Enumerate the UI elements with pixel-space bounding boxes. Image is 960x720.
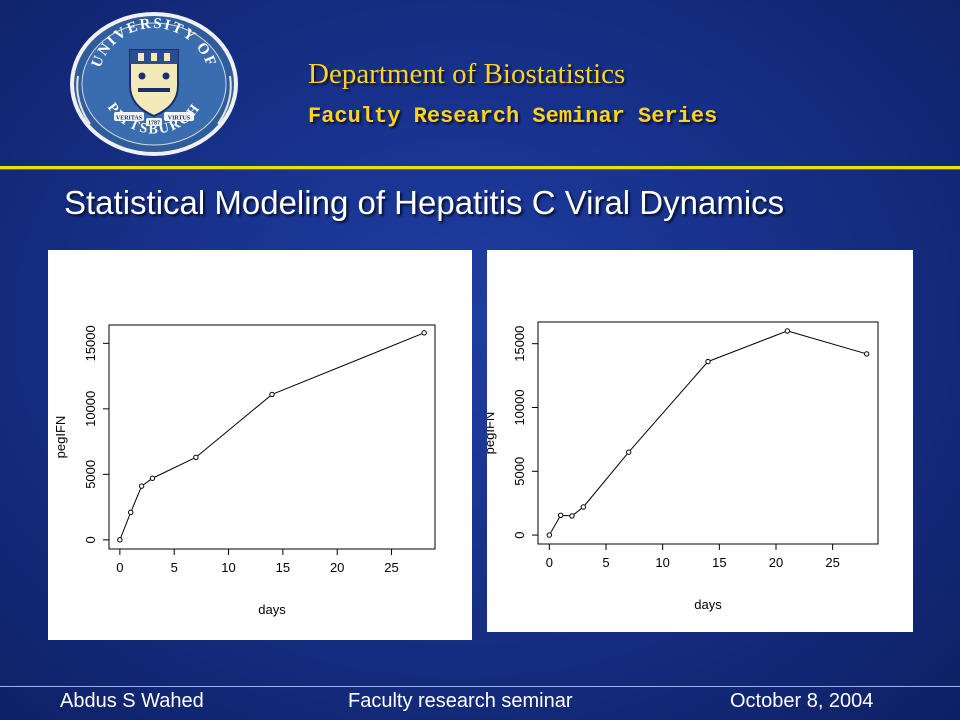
data-point [546,532,553,538]
series-line-segment [274,333,422,394]
footer-event: Faculty research seminar [348,690,573,712]
x-tick-label: 25 [825,555,839,570]
y-tick-label: 5000 [83,460,98,489]
x-axis-label: days [694,597,722,612]
data-point [625,449,632,455]
footer-divider [0,686,960,687]
data-point [421,330,427,336]
data-point [557,512,564,518]
plot-frame [108,324,436,550]
series-line-segment [710,331,786,362]
seal-motto-center: 1787 [148,121,160,127]
department-title: Department of Biostatistics [308,58,626,90]
seal-motto-right: VIRTUS [168,116,191,122]
data-point [117,537,123,543]
data-point [138,483,145,489]
y-tick-label: 0 [83,536,98,543]
series-line-segment [789,331,865,354]
x-axis-label: days [258,602,286,617]
footer-date: October 8, 2004 [730,690,874,712]
x-tick-label: 20 [330,560,344,575]
x-tick-label: 15 [276,560,290,575]
data-point [128,509,134,516]
y-axis-label: pegIFN [487,412,497,455]
data-point [269,391,275,398]
series-line-segment [143,479,151,486]
data-point [193,454,199,461]
series-line-segment [630,363,707,451]
chart-left: 0 5 10 15 20 25 0 5000 10000 15000 days pegIFN [53,324,436,617]
y-tick-label: 15000 [512,326,527,362]
series-line-segment [584,453,628,506]
y-tick-label: 10000 [83,391,98,427]
x-tick-label: 5 [602,555,609,570]
series-line-segment [154,457,194,478]
x-tick-label: 20 [769,555,783,570]
series-line-segment [120,514,131,538]
x-tick-label: 0 [116,560,123,575]
data-point [580,504,587,510]
header-divider [0,166,960,169]
x-tick-label: 10 [221,560,235,575]
series-line-segment [197,395,271,457]
series-line-segment [550,517,560,534]
x-tick-label: 25 [384,560,398,575]
series-line-segment [131,488,142,511]
data-point [569,513,575,519]
seal-motto-left: VERITAS [116,116,143,122]
x-tick-label: 10 [655,555,669,570]
data-point [705,358,711,365]
x-tick-label: 0 [546,555,553,570]
x-tick-label: 5 [171,560,178,575]
y-tick-label: 10000 [512,389,527,425]
chart-panel-right: 0 5 10 15 20 25 0 5000 10000 15000 days pegIFN [487,250,913,632]
y-tick-label: 15000 [83,325,98,361]
footer-author: Abdus S Wahed [60,690,204,712]
university-seal: UNIVERSITY OF PITTSBURGH VERITAS 1787 VI… [70,12,238,156]
chart-right: 0 5 10 15 20 25 0 5000 10000 15000 days pegIFN [487,321,879,612]
x-tick-label: 15 [712,555,726,570]
y-tick-label: 5000 [512,457,527,486]
y-axis-label: pegIFN [53,416,68,459]
slide-title: Statistical Modeling of Hepatitis C Vira… [64,184,785,221]
data-point [784,328,791,334]
chart-panel-left: 0 5 10 15 20 25 0 5000 10000 15000 days pegIFN [48,250,472,640]
series-line-segment [573,508,582,515]
data-point [149,475,156,481]
data-point [863,351,870,357]
seminar-series-subtitle: Faculty Research Seminar Series [308,104,718,129]
y-tick-label: 0 [512,531,527,538]
plot-frame [537,321,879,545]
